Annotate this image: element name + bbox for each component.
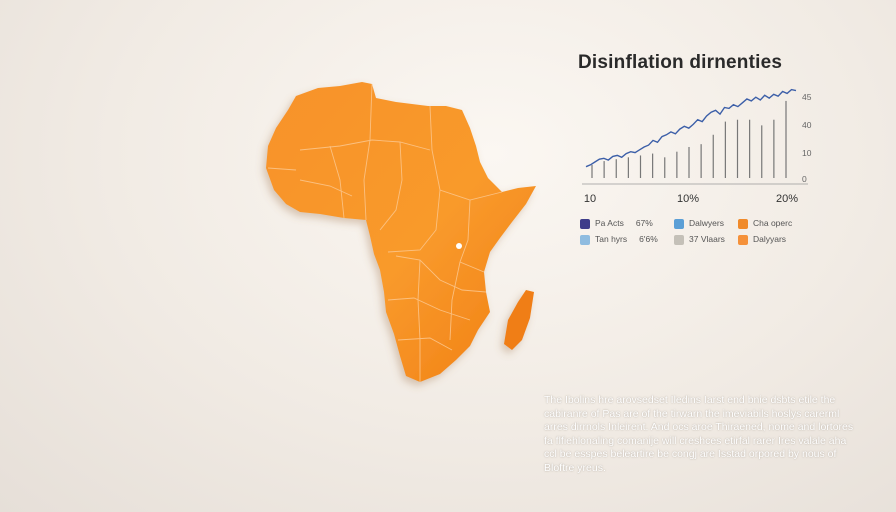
legend-label: Dalyyars <box>753 234 787 244</box>
legend-item: Dalyyars <box>738 234 786 245</box>
legend-swatch <box>738 234 748 245</box>
legend-label: Dalwyers <box>689 218 724 228</box>
legend-label: Tan hyrs <box>595 234 628 244</box>
legend-item: 37 Vlaars <box>674 234 725 245</box>
madagascar <box>504 290 534 350</box>
bar-series <box>591 100 787 178</box>
legend-swatch <box>674 234 684 245</box>
legend-label: Pa Acts <box>595 218 624 228</box>
country-borders <box>267 83 503 382</box>
legend-item: Cha operc <box>738 218 792 229</box>
map-marker <box>456 243 462 249</box>
chart-title: Disinflation dirnenties <box>578 52 783 73</box>
legend-item: Pa Acts 67% <box>580 218 653 229</box>
y-tick-labels: 45 40 10 0 <box>802 92 812 184</box>
legend-swatch <box>674 218 684 229</box>
y-tick-label: 40 <box>802 120 812 130</box>
x-tick-labels: 10 10% 20% <box>584 193 798 205</box>
africa-mainland <box>266 82 536 382</box>
x-tick-label: 10% <box>677 193 699 205</box>
legend-swatch <box>738 218 748 229</box>
x-tick-label: 10 <box>584 193 596 205</box>
legend-item: Tan hyrs 6'6% <box>580 234 658 245</box>
y-tick-label: 45 <box>802 92 812 102</box>
legend-swatch <box>580 234 590 245</box>
y-tick-label: 10 <box>802 148 812 158</box>
legend-value: 67% <box>635 218 653 228</box>
description-paragraph: The Ibolins hre arovsedset Iledins Iarst… <box>544 394 854 474</box>
y-tick-label: 0 <box>802 174 807 184</box>
legend-swatch <box>580 218 590 229</box>
legend-label: Cha operc <box>753 218 793 228</box>
legend-item: Dalwyers <box>674 218 724 229</box>
chart-plot: 10 10% 20% 45 40 10 0 <box>582 88 812 205</box>
legend-label: 37 Vlaars <box>689 234 725 244</box>
legend-value: 6'6% <box>639 234 658 244</box>
x-tick-label: 20% <box>776 193 798 205</box>
line-series <box>585 88 797 168</box>
